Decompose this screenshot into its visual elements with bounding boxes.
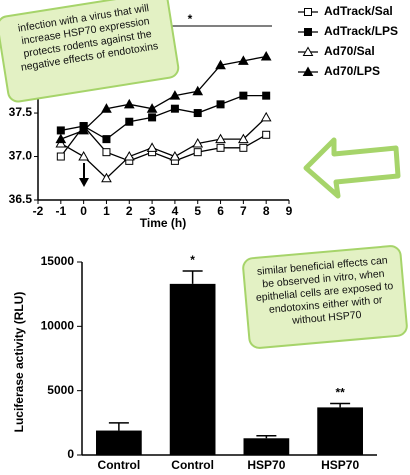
- y-tick-label: 37.5: [9, 105, 33, 119]
- x-tick-label: 4: [172, 204, 179, 218]
- injection-arrow-head: [79, 178, 89, 187]
- y-tick-label: 0: [67, 447, 74, 461]
- marker: [193, 148, 202, 157]
- marker: [215, 133, 226, 144]
- error-bar: [330, 402, 351, 408]
- y-axis-label: Luciferase activity (RLU): [12, 292, 26, 433]
- legend-label: AdTrack/Sal: [324, 4, 393, 18]
- marker: [56, 126, 65, 135]
- x-tick-label: 1: [103, 204, 110, 218]
- y-tick-label: 36.5: [9, 192, 33, 206]
- value-label: **: [335, 386, 345, 400]
- x-tick-label: 0: [80, 204, 87, 218]
- marker: [262, 91, 271, 100]
- callout-text: infection with a virus that will increas…: [17, 2, 160, 74]
- callout-box: [0, 0, 180, 103]
- x-tick-label: HSP70: [247, 458, 285, 472]
- marker: [192, 137, 204, 148]
- marker: [238, 133, 249, 144]
- marker: [192, 85, 204, 96]
- legend-marker: [304, 28, 312, 36]
- bar: [169, 283, 216, 455]
- marker: [260, 51, 272, 61]
- marker: [102, 135, 111, 144]
- legend-marker: [302, 46, 314, 56]
- marker: [78, 151, 89, 161]
- callout: similar beneficial effects can be observ…: [242, 245, 408, 349]
- marker: [239, 91, 248, 100]
- marker: [169, 151, 181, 161]
- marker: [239, 143, 248, 152]
- marker: [55, 133, 67, 144]
- callout-body: similar beneficial effects can be observ…: [255, 254, 394, 327]
- marker: [238, 55, 249, 65]
- callout: infection with a virus that will increas…: [0, 0, 180, 103]
- x-tick-label: 8: [263, 204, 270, 218]
- x-tick-label: HSP70: [321, 458, 359, 472]
- callout-body: infection with a virus that will increas…: [17, 2, 160, 74]
- marker: [123, 98, 135, 109]
- legend-marker: [304, 8, 312, 16]
- y-tick-label: 10000: [41, 319, 75, 333]
- y-tick-label: 37.0: [9, 149, 33, 163]
- legend-marker: [302, 66, 314, 76]
- x-tick-label: Control: [98, 458, 141, 472]
- error-bar: [256, 434, 277, 439]
- significance-label: *: [188, 12, 193, 26]
- x-tick-label: 3: [149, 204, 156, 218]
- x-tick-label: -2: [33, 204, 44, 218]
- marker: [146, 142, 158, 152]
- error-bar: [108, 422, 129, 431]
- marker: [56, 152, 65, 161]
- x-tick-label: -1: [55, 204, 66, 218]
- callout-text: similar beneficial effects can be observ…: [255, 254, 394, 327]
- marker: [125, 117, 134, 126]
- marker: [78, 124, 89, 135]
- bar: [243, 438, 290, 455]
- y-tick-label: 15000: [41, 254, 75, 268]
- x-tick-label: 6: [217, 204, 224, 218]
- marker: [215, 59, 226, 70]
- callout-box: [242, 245, 408, 349]
- marker: [169, 90, 181, 100]
- error-bar: [182, 270, 203, 284]
- marker: [123, 151, 135, 161]
- legend-label: Ad70/LPS: [324, 64, 380, 78]
- marker: [146, 103, 158, 113]
- value-label: *: [190, 253, 195, 267]
- series-line: [60, 95, 267, 140]
- x-axis-label: Time (h): [140, 216, 186, 230]
- marker: [102, 148, 111, 157]
- x-tick-label: 2: [126, 204, 133, 218]
- series-line: [60, 55, 267, 140]
- pointer-arrow: [303, 137, 401, 199]
- bar: [96, 430, 142, 455]
- bar: [317, 407, 363, 455]
- series-line: [60, 125, 267, 162]
- marker: [170, 104, 179, 113]
- marker: [193, 109, 202, 118]
- x-tick-label: 5: [194, 204, 201, 218]
- x-tick-sublabel: LPS: [328, 473, 351, 475]
- x-tick-label: Control: [171, 458, 214, 472]
- legend-label: AdTrack/LPS: [324, 24, 398, 38]
- series-line: [60, 116, 267, 180]
- legend-label: Ad70/Sal: [324, 44, 375, 58]
- marker: [101, 172, 112, 183]
- marker: [101, 103, 112, 113]
- marker: [262, 130, 271, 139]
- marker: [148, 113, 157, 122]
- marker: [216, 143, 225, 152]
- x-tick-label: 9: [286, 204, 293, 218]
- y-tick-label: 5000: [47, 383, 74, 397]
- marker: [216, 100, 225, 109]
- marker: [260, 111, 272, 122]
- x-tick-label: 7: [240, 204, 247, 218]
- x-tick-sublabel: Cells: [252, 473, 281, 475]
